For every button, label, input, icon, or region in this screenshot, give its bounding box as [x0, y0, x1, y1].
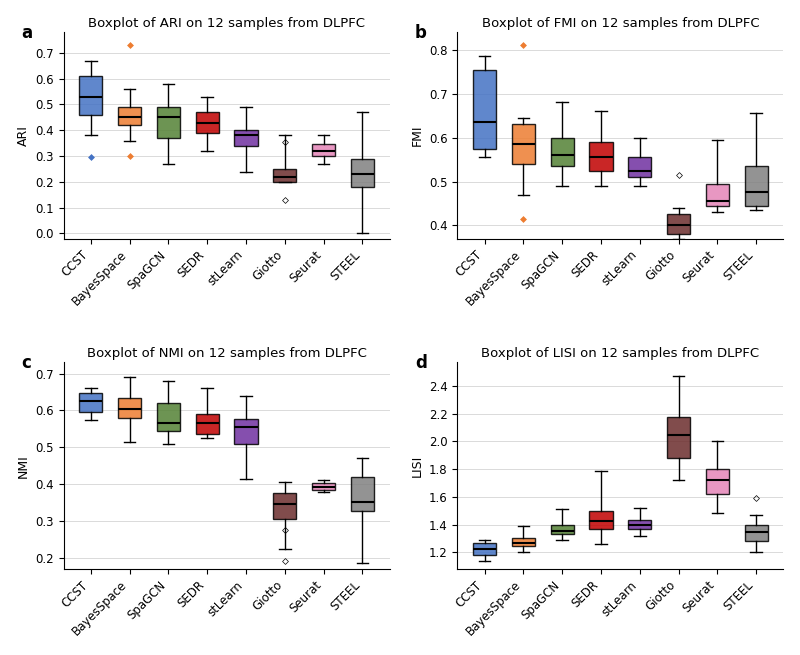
PathPatch shape: [512, 124, 535, 164]
PathPatch shape: [195, 112, 218, 133]
PathPatch shape: [473, 543, 496, 555]
PathPatch shape: [745, 166, 768, 206]
PathPatch shape: [706, 183, 729, 206]
PathPatch shape: [157, 107, 180, 138]
Title: Boxplot of LISI on 12 samples from DLPFC: Boxplot of LISI on 12 samples from DLPFC: [482, 347, 759, 360]
Y-axis label: FMI: FMI: [410, 124, 423, 146]
Title: Boxplot of FMI on 12 samples from DLPFC: Boxplot of FMI on 12 samples from DLPFC: [482, 16, 759, 29]
PathPatch shape: [473, 69, 496, 149]
PathPatch shape: [706, 469, 729, 494]
Text: d: d: [415, 354, 427, 372]
Title: Boxplot of ARI on 12 samples from DLPFC: Boxplot of ARI on 12 samples from DLPFC: [88, 16, 365, 29]
PathPatch shape: [667, 214, 690, 234]
Y-axis label: NMI: NMI: [17, 454, 30, 477]
PathPatch shape: [350, 477, 374, 511]
PathPatch shape: [550, 525, 574, 534]
PathPatch shape: [195, 414, 218, 434]
PathPatch shape: [745, 525, 768, 541]
PathPatch shape: [273, 169, 296, 182]
Text: b: b: [415, 24, 427, 42]
PathPatch shape: [79, 393, 102, 412]
PathPatch shape: [550, 138, 574, 166]
PathPatch shape: [350, 159, 374, 187]
Text: a: a: [21, 24, 32, 42]
PathPatch shape: [79, 76, 102, 115]
PathPatch shape: [234, 130, 258, 145]
Y-axis label: LISI: LISI: [410, 455, 423, 477]
PathPatch shape: [118, 398, 141, 418]
PathPatch shape: [590, 511, 613, 529]
PathPatch shape: [118, 107, 141, 125]
Y-axis label: ARI: ARI: [17, 125, 30, 146]
PathPatch shape: [273, 493, 296, 519]
PathPatch shape: [512, 538, 535, 546]
Title: Boxplot of NMI on 12 samples from DLPFC: Boxplot of NMI on 12 samples from DLPFC: [86, 347, 366, 360]
PathPatch shape: [628, 157, 651, 177]
PathPatch shape: [312, 483, 335, 491]
PathPatch shape: [312, 145, 335, 156]
PathPatch shape: [628, 520, 651, 529]
PathPatch shape: [234, 419, 258, 443]
PathPatch shape: [157, 403, 180, 431]
PathPatch shape: [590, 142, 613, 170]
Text: c: c: [21, 354, 31, 372]
PathPatch shape: [667, 417, 690, 458]
